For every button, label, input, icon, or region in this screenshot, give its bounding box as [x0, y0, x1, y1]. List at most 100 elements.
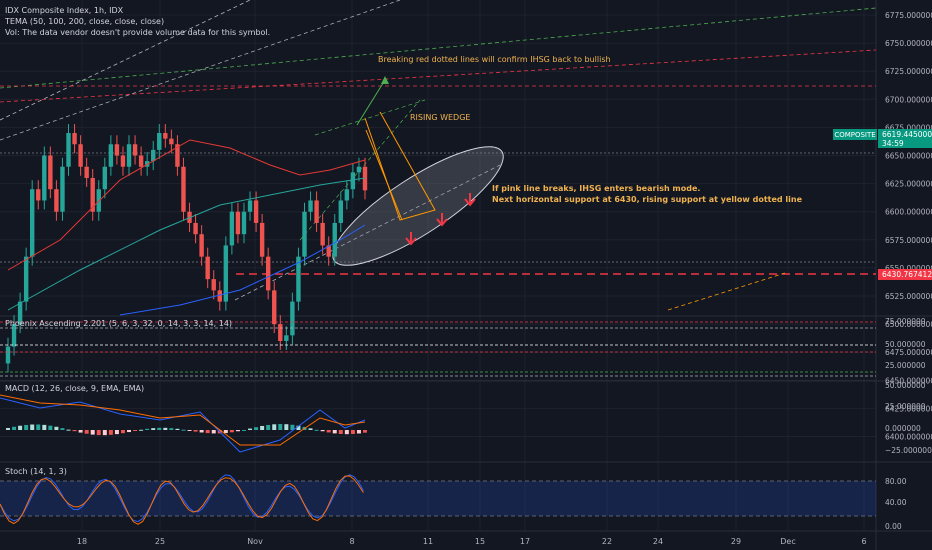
x-axis-label: 18	[77, 537, 87, 546]
wedge-upper	[314, 99, 426, 136]
macd-bar	[308, 428, 313, 430]
candle-body	[278, 324, 283, 341]
candle-body	[78, 144, 83, 167]
candle-body	[296, 256, 301, 302]
macd-bar	[66, 429, 71, 431]
candle-body	[66, 133, 71, 167]
trend-line-red	[0, 49, 877, 103]
yellow-rising-support	[667, 272, 786, 311]
candle-body	[356, 166, 362, 173]
macd-bar	[272, 424, 277, 430]
macd-bar	[84, 430, 89, 434]
macd-bar	[78, 430, 83, 433]
bearish-path-line	[365, 129, 403, 221]
price-tick-label: 6450.000000	[885, 376, 932, 385]
macd-bar	[254, 427, 259, 430]
macd-bar	[18, 425, 23, 430]
tema-50-line	[7, 139, 366, 271]
bearish-down-arrow	[436, 213, 448, 227]
macd-bar	[350, 430, 355, 435]
candle-body	[90, 177, 95, 212]
macd-bar	[151, 428, 156, 430]
candle-body	[193, 222, 198, 235]
current-price-label: 6619.445000	[882, 130, 932, 139]
candle-body	[235, 211, 241, 235]
candle-body	[175, 144, 180, 167]
candle-body	[350, 172, 356, 190]
macd-bar	[114, 430, 119, 435]
macd-bar	[266, 424, 271, 430]
x-axis-label: 8	[349, 537, 354, 546]
price-tick-label: 6675.000000	[885, 123, 932, 132]
candle-body	[60, 166, 65, 212]
candle-body	[290, 301, 295, 336]
candle-body	[108, 144, 114, 167]
macd-bar	[96, 430, 101, 436]
candle-body	[169, 138, 174, 145]
x-axis-label: 11	[423, 537, 433, 546]
x-axis-label: 22	[602, 537, 612, 546]
macd-tick: 25.000000	[885, 402, 926, 411]
stoch-tick: 40.00	[885, 498, 907, 507]
candle-body	[96, 189, 101, 212]
macd-bar	[248, 428, 253, 430]
candle-body	[11, 324, 17, 347]
candle-body	[114, 144, 120, 156]
candle-body	[5, 346, 11, 364]
price-tick-label: 6550.000000	[885, 264, 932, 273]
macd-bar	[108, 430, 113, 435]
macd-histogram	[6, 424, 367, 436]
macd-bar	[175, 428, 180, 430]
pink-line-text-1: If pink line breaks, IHSG enters bearish…	[492, 184, 700, 193]
candle-body	[181, 166, 186, 212]
candle-body	[138, 155, 144, 167]
price-tick-label: 6600.000000	[885, 208, 932, 217]
price-tick-label: 6575.000000	[885, 236, 932, 245]
macd-bar	[332, 430, 337, 434]
x-axis-label: 24	[653, 537, 663, 546]
phoenix-tick: 75.000000	[885, 317, 926, 326]
price-tick-label: 6400.000000	[885, 433, 932, 442]
stoch-d-line	[0, 475, 364, 525]
macd-bar	[12, 426, 17, 430]
annotation-top-text: Breaking red dotted lines will confirm I…	[378, 55, 611, 64]
x-axis-label: 29	[731, 537, 741, 546]
chart-title: IDX Composite Index, 1h, IDX	[5, 6, 124, 15]
price-tick-label: 6525.000000	[885, 292, 932, 301]
candle-body	[247, 200, 253, 212]
stoch-title: Stoch (14, 1, 3)	[5, 467, 67, 476]
macd-bar	[199, 430, 204, 433]
candle-body	[72, 133, 77, 145]
countdown-label: 34:59	[882, 139, 904, 148]
price-tick-label: 6625.000000	[885, 180, 932, 189]
macd-tick: 0.000000	[885, 424, 921, 433]
candle-body	[259, 222, 265, 257]
macd-bar	[30, 424, 35, 430]
macd-bar	[344, 430, 349, 435]
candle-body	[314, 200, 319, 223]
candle-body	[30, 189, 35, 257]
macd-bar	[260, 425, 265, 430]
candle-body	[84, 166, 89, 178]
macd-bar	[48, 425, 53, 430]
candle-body	[42, 155, 47, 201]
macd-bar	[24, 424, 29, 430]
macd-bar	[320, 430, 325, 432]
macd-bar	[157, 427, 162, 430]
candle-body	[211, 279, 216, 291]
rising-wedge-label: RISING WEDGE	[410, 113, 470, 122]
candle-body	[338, 200, 343, 223]
macd-tick: −25.000000	[885, 446, 932, 455]
macd-bar	[133, 430, 138, 431]
macd-bar	[187, 430, 192, 431]
candle-body	[326, 245, 331, 257]
bearish-down-arrow	[464, 193, 476, 207]
candle-body	[126, 144, 132, 167]
candle-body	[151, 149, 156, 162]
tema-200-line	[119, 224, 366, 316]
macd-bar	[6, 428, 10, 430]
candle-body	[199, 234, 204, 257]
candle-body	[102, 166, 108, 190]
composite-tag: COMPOSITE	[834, 131, 875, 139]
